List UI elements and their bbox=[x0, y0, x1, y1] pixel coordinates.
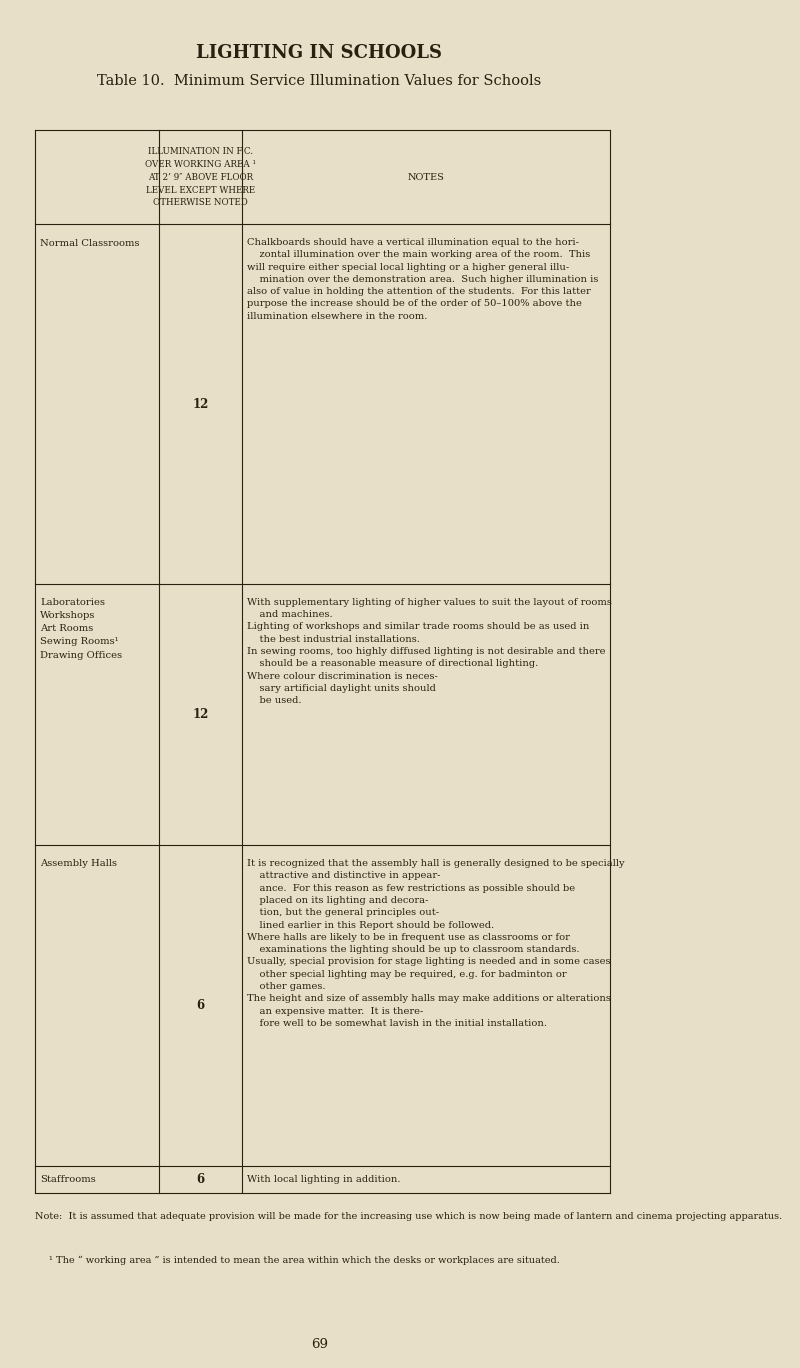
Text: 6: 6 bbox=[196, 999, 205, 1012]
Text: Assembly Halls: Assembly Halls bbox=[40, 859, 118, 869]
Text: 12: 12 bbox=[192, 398, 209, 410]
Text: 12: 12 bbox=[192, 709, 209, 721]
Text: 6: 6 bbox=[196, 1172, 205, 1186]
Text: With supplementary lighting of higher values to suit the layout of rooms
    and: With supplementary lighting of higher va… bbox=[247, 598, 612, 705]
Text: LIGHTING IN SCHOOLS: LIGHTING IN SCHOOLS bbox=[196, 44, 442, 62]
Text: ¹ The “ working area ” is intended to mean the area within which the desks or wo: ¹ The “ working area ” is intended to me… bbox=[49, 1256, 560, 1265]
Text: NOTES: NOTES bbox=[407, 172, 445, 182]
Text: ILLUMINATION IN F.C.
OVER WORKING AREA ¹
AT 2’ 9″ ABOVE FLOOR
LEVEL EXCEPT WHERE: ILLUMINATION IN F.C. OVER WORKING AREA ¹… bbox=[145, 146, 256, 208]
Text: Table 10.  Minimum Service Illumination Values for Schools: Table 10. Minimum Service Illumination V… bbox=[97, 74, 542, 88]
Text: It is recognized that the assembly hall is generally designed to be specially
  : It is recognized that the assembly hall … bbox=[247, 859, 625, 1027]
Text: Chalkboards should have a vertical illumination equal to the hori-
    zontal il: Chalkboards should have a vertical illum… bbox=[247, 238, 598, 320]
Text: Staffrooms: Staffrooms bbox=[40, 1175, 96, 1183]
Text: Normal Classrooms: Normal Classrooms bbox=[40, 239, 140, 249]
Text: With local lighting in addition.: With local lighting in addition. bbox=[247, 1175, 401, 1183]
Text: Note:  It is assumed that adequate provision will be made for the increasing use: Note: It is assumed that adequate provis… bbox=[35, 1212, 782, 1222]
Text: 69: 69 bbox=[311, 1338, 328, 1352]
Text: Laboratories
Workshops
Art Rooms
Sewing Rooms¹
Drawing Offices: Laboratories Workshops Art Rooms Sewing … bbox=[40, 598, 122, 659]
